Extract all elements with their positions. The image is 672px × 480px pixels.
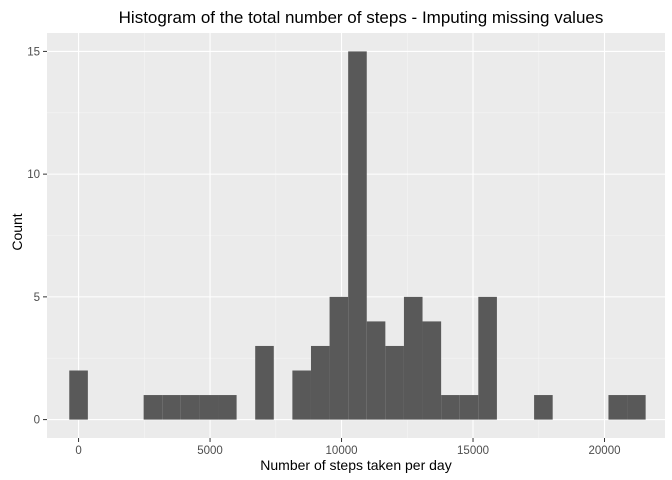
histogram-bar xyxy=(422,321,442,420)
chart-title: Histogram of the total number of steps -… xyxy=(119,8,604,27)
histogram-bar xyxy=(329,296,349,420)
x-tick-label: 10000 xyxy=(326,445,358,457)
histogram-bar xyxy=(385,345,404,420)
histogram-bar xyxy=(534,395,553,420)
x-tick-label: 15000 xyxy=(457,445,489,457)
histogram-bar xyxy=(478,296,497,420)
y-axis-ticks: 0 5 10 15 xyxy=(27,46,47,427)
histogram-bar xyxy=(366,321,386,420)
histogram-bar xyxy=(162,395,181,420)
histogram-bar xyxy=(292,370,311,420)
histogram-bar xyxy=(69,370,88,420)
histogram-bar xyxy=(199,395,219,420)
x-tick-label: 0 xyxy=(75,445,81,457)
y-tick-label: 0 xyxy=(34,415,40,427)
x-tick-label: 20000 xyxy=(589,445,621,457)
histogram-bar xyxy=(627,395,646,420)
x-tick-label: 5000 xyxy=(197,445,223,457)
histogram-bar xyxy=(180,395,200,420)
y-tick-label: 5 xyxy=(34,292,40,304)
histogram-bar xyxy=(608,395,628,420)
histogram-bar xyxy=(218,395,237,420)
histogram-bar xyxy=(348,51,367,420)
y-axis-title: Count xyxy=(9,213,25,250)
histogram-bar xyxy=(459,395,479,420)
histogram-bar xyxy=(143,395,163,420)
histogram-bar xyxy=(441,395,460,420)
histogram-bar xyxy=(403,296,423,420)
x-axis-ticks: 0 5000 10000 15000 20000 xyxy=(75,438,621,457)
histogram-bar xyxy=(255,345,274,420)
x-axis-title: Number of steps taken per day xyxy=(260,457,451,473)
histogram-bars xyxy=(69,51,646,420)
y-tick-label: 15 xyxy=(27,46,40,58)
histogram-bar xyxy=(310,345,330,420)
y-tick-label: 10 xyxy=(27,169,40,181)
